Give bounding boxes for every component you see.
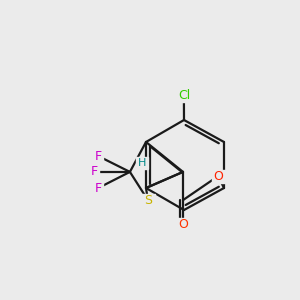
Text: S: S xyxy=(144,194,152,207)
Text: F: F xyxy=(94,182,102,195)
Text: O: O xyxy=(178,218,188,232)
Text: Cl: Cl xyxy=(178,88,190,102)
Text: H: H xyxy=(138,158,146,168)
Bar xyxy=(176,88,192,102)
Bar xyxy=(93,150,104,162)
Bar xyxy=(136,157,148,169)
Bar xyxy=(141,194,154,207)
Bar xyxy=(176,218,190,232)
Text: F: F xyxy=(90,165,98,178)
Text: O: O xyxy=(213,169,223,183)
Bar xyxy=(93,182,104,194)
Text: F: F xyxy=(94,149,102,163)
Bar xyxy=(212,169,225,183)
Bar xyxy=(88,166,99,178)
